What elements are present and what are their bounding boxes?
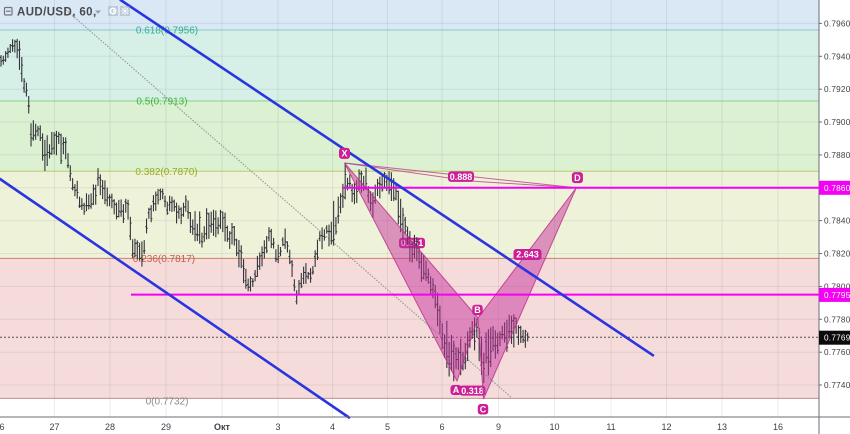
- svg-text:6: 6: [439, 422, 444, 432]
- svg-text:28: 28: [105, 422, 115, 432]
- svg-text:0.7880: 0.7880: [824, 151, 850, 160]
- svg-text:11: 11: [606, 422, 615, 432]
- svg-text:12: 12: [661, 422, 671, 432]
- svg-text:0.7860: 0.7860: [824, 184, 850, 193]
- svg-text:0.318: 0.318: [461, 386, 484, 396]
- svg-text:0.7960: 0.7960: [824, 19, 850, 28]
- svg-text:0(0.7732): 0(0.7732): [146, 397, 189, 408]
- svg-text:0.382(0.7870): 0.382(0.7870): [135, 167, 197, 178]
- svg-text:6: 6: [0, 422, 5, 432]
- svg-text:13: 13: [717, 422, 727, 432]
- svg-text:27: 27: [49, 422, 59, 432]
- svg-text:D: D: [574, 173, 581, 183]
- svg-text:3: 3: [275, 422, 280, 432]
- svg-text:0.7800: 0.7800: [824, 282, 850, 291]
- svg-text:9: 9: [496, 422, 501, 432]
- svg-text:0.236(0.7817): 0.236(0.7817): [133, 254, 195, 265]
- svg-text:0.7920: 0.7920: [824, 85, 850, 94]
- svg-text:0.7760: 0.7760: [824, 348, 850, 357]
- svg-text:0.7795: 0.7795: [824, 291, 850, 300]
- svg-text:0.7940: 0.7940: [824, 52, 850, 61]
- svg-text:B: B: [474, 305, 481, 315]
- svg-text:0.7820: 0.7820: [824, 250, 850, 259]
- svg-text:2.643: 2.643: [516, 250, 539, 260]
- svg-text:0.7780: 0.7780: [824, 315, 850, 324]
- svg-text:4: 4: [330, 422, 335, 432]
- svg-text:16: 16: [773, 422, 783, 432]
- svg-text:10: 10: [549, 422, 559, 432]
- svg-text:C: C: [480, 404, 487, 414]
- svg-text:0.7840: 0.7840: [824, 217, 850, 226]
- svg-text:29: 29: [161, 422, 171, 432]
- svg-text:0.5(0.7913): 0.5(0.7913): [136, 97, 187, 108]
- svg-text:0.7900: 0.7900: [824, 118, 850, 127]
- svg-text:A: A: [453, 385, 460, 395]
- svg-text:0.7769: 0.7769: [824, 334, 850, 343]
- svg-text:5: 5: [385, 422, 390, 432]
- svg-text:Окт: Окт: [214, 422, 231, 432]
- svg-text:AUD/USD, 60,: AUD/USD, 60,: [17, 7, 97, 19]
- svg-text:0.888: 0.888: [450, 172, 473, 182]
- svg-text:X: X: [341, 149, 347, 159]
- svg-text:0.7740: 0.7740: [824, 381, 850, 390]
